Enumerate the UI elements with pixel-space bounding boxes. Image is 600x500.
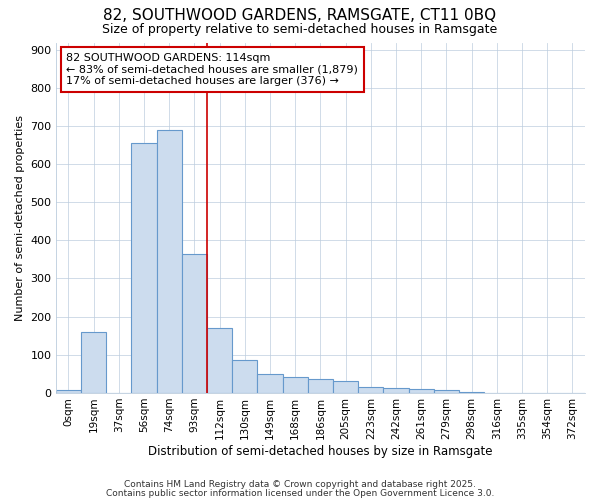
Text: Contains public sector information licensed under the Open Government Licence 3.: Contains public sector information licen…: [106, 488, 494, 498]
Bar: [207, 328, 232, 392]
Bar: [257, 374, 283, 392]
Bar: [333, 381, 358, 392]
Bar: [283, 378, 308, 392]
Text: 82 SOUTHWOOD GARDENS: 114sqm
← 83% of semi-detached houses are smaller (1,879)
1: 82 SOUTHWOOD GARDENS: 114sqm ← 83% of se…: [67, 53, 358, 86]
Bar: [182, 254, 207, 392]
Bar: [56, 390, 81, 392]
Bar: [434, 390, 459, 392]
Text: Size of property relative to semi-detached houses in Ramsgate: Size of property relative to semi-detach…: [103, 22, 497, 36]
Bar: [308, 380, 333, 392]
Bar: [358, 387, 383, 392]
Bar: [232, 360, 257, 392]
Text: Contains HM Land Registry data © Crown copyright and database right 2025.: Contains HM Land Registry data © Crown c…: [124, 480, 476, 489]
Text: 82, SOUTHWOOD GARDENS, RAMSGATE, CT11 0BQ: 82, SOUTHWOOD GARDENS, RAMSGATE, CT11 0B…: [103, 8, 497, 22]
Bar: [81, 332, 106, 392]
Y-axis label: Number of semi-detached properties: Number of semi-detached properties: [15, 114, 25, 320]
Bar: [409, 389, 434, 392]
X-axis label: Distribution of semi-detached houses by size in Ramsgate: Distribution of semi-detached houses by …: [148, 444, 493, 458]
Bar: [131, 144, 157, 392]
Bar: [157, 130, 182, 392]
Bar: [383, 388, 409, 392]
